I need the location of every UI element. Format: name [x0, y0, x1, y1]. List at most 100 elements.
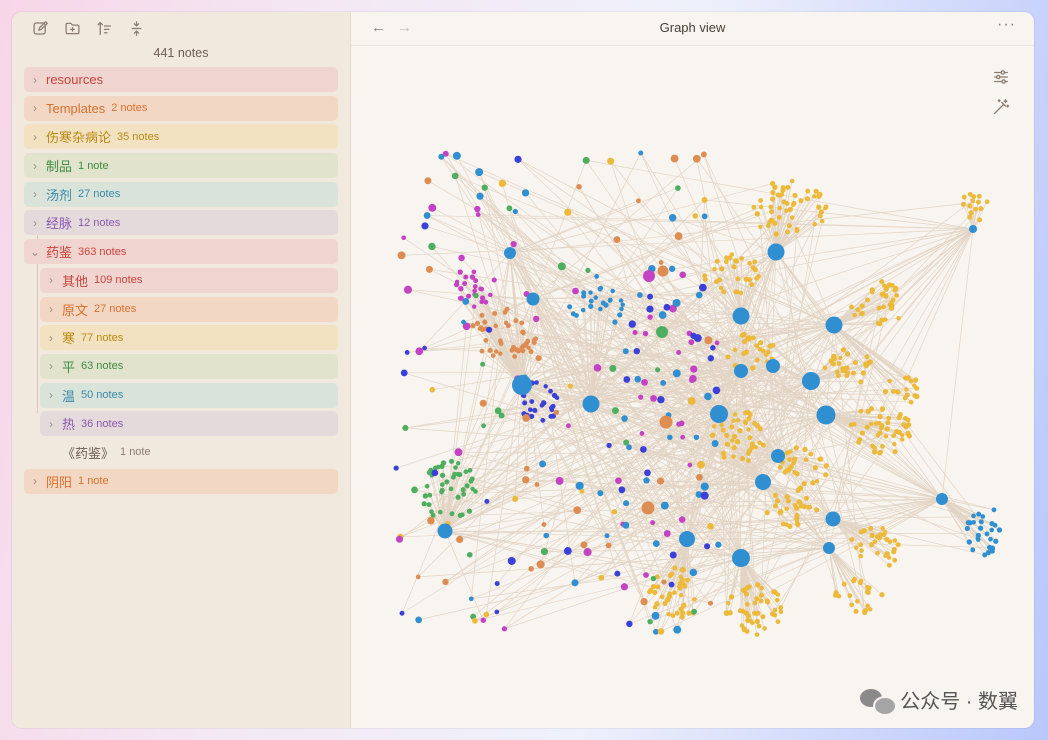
- graph-node[interactable]: [823, 472, 829, 478]
- graph-node[interactable]: [973, 206, 979, 212]
- graph-node[interactable]: [777, 205, 783, 211]
- chevron-right-icon[interactable]: ›: [33, 474, 37, 489]
- graph-node[interactable]: [731, 445, 737, 451]
- graph-node[interactable]: [769, 209, 775, 215]
- graph-node[interactable]: [741, 626, 747, 632]
- graph-node[interactable]: [512, 208, 518, 215]
- graph-node[interactable]: [967, 214, 973, 220]
- graph-node[interactable]: [869, 532, 875, 539]
- graph-node[interactable]: [521, 189, 530, 197]
- graph-node[interactable]: [424, 483, 430, 489]
- graph-node[interactable]: [429, 386, 436, 393]
- graph-node[interactable]: [620, 302, 625, 307]
- graph-node[interactable]: [478, 325, 484, 331]
- graph-node[interactable]: [457, 512, 463, 519]
- graph-node[interactable]: [479, 295, 486, 301]
- graph-node[interactable]: [746, 427, 751, 432]
- graph-node[interactable]: [792, 456, 798, 462]
- graph-node[interactable]: [794, 520, 800, 525]
- graph-node[interactable]: [784, 506, 789, 512]
- graph-node[interactable]: [453, 465, 458, 470]
- folder-item[interactable]: › 原文 27 notes: [40, 296, 338, 322]
- graph-node[interactable]: [879, 592, 885, 598]
- graph-node[interactable]: [711, 440, 719, 448]
- graph-node[interactable]: [849, 304, 855, 310]
- graph-node[interactable]: [975, 536, 981, 541]
- graph-hub-node[interactable]: [816, 405, 836, 425]
- graph-node[interactable]: [642, 330, 649, 337]
- graph-node[interactable]: [730, 438, 735, 443]
- folder-item[interactable]: › 经脉 12 notes: [24, 210, 338, 236]
- graph-node[interactable]: [652, 589, 658, 596]
- graph-node[interactable]: [895, 542, 901, 548]
- chevron-right-icon[interactable]: ›: [33, 72, 37, 87]
- graph-node[interactable]: [739, 256, 745, 261]
- graph-node[interactable]: [724, 259, 729, 265]
- chevron-right-icon[interactable]: ›: [49, 330, 53, 345]
- graph-node[interactable]: [491, 277, 497, 283]
- graph-node[interactable]: [618, 486, 626, 494]
- graph-node[interactable]: [978, 206, 984, 212]
- graph-node[interactable]: [879, 317, 885, 323]
- graph-node[interactable]: [583, 548, 592, 557]
- graph-node[interactable]: [880, 444, 885, 449]
- graph-node[interactable]: [675, 185, 681, 191]
- graph-node[interactable]: [528, 349, 534, 355]
- graph-node[interactable]: [620, 583, 628, 591]
- graph-node[interactable]: [397, 251, 406, 260]
- graph-node[interactable]: [749, 282, 755, 288]
- graph-node[interactable]: [967, 520, 973, 526]
- graph-node[interactable]: [835, 373, 841, 379]
- graph-node[interactable]: [622, 521, 630, 529]
- graph-node[interactable]: [700, 151, 707, 158]
- chevron-right-icon[interactable]: ›: [49, 302, 53, 316]
- graph-node[interactable]: [483, 337, 489, 343]
- graph-node[interactable]: [622, 348, 629, 355]
- graph-node[interactable]: [667, 434, 673, 441]
- graph-node[interactable]: [758, 598, 764, 604]
- graph-node[interactable]: [618, 298, 624, 303]
- graph-node[interactable]: [669, 304, 677, 313]
- new-note-icon[interactable]: [30, 18, 50, 38]
- graph-node[interactable]: [567, 383, 573, 389]
- graph-hub-node[interactable]: [657, 265, 669, 277]
- graph-node[interactable]: [908, 399, 914, 405]
- graph-node[interactable]: [658, 260, 664, 265]
- graph-node[interactable]: [506, 205, 513, 212]
- new-folder-icon[interactable]: [62, 18, 82, 38]
- graph-node[interactable]: [536, 560, 545, 569]
- graph-node[interactable]: [522, 400, 528, 406]
- graph-node[interactable]: [733, 289, 739, 295]
- graph-node[interactable]: [520, 348, 526, 354]
- graph-node[interactable]: [908, 378, 914, 384]
- graph-node[interactable]: [594, 274, 600, 279]
- graph-node[interactable]: [663, 303, 671, 311]
- graph-node[interactable]: [752, 267, 758, 273]
- graph-node[interactable]: [743, 420, 748, 426]
- graph-node[interactable]: [758, 592, 764, 598]
- graph-node[interactable]: [880, 406, 886, 412]
- graph-hub-node[interactable]: [732, 307, 750, 325]
- graph-node[interactable]: [894, 293, 899, 298]
- graph-node[interactable]: [646, 305, 654, 313]
- graph-node[interactable]: [778, 508, 784, 515]
- graph-node[interactable]: [732, 347, 738, 352]
- graph-node[interactable]: [580, 541, 588, 549]
- folder-item[interactable]: › Templates 2 notes: [24, 95, 338, 121]
- graph-node[interactable]: [693, 334, 702, 343]
- graph-node[interactable]: [711, 424, 717, 429]
- chevron-right-icon[interactable]: ›: [33, 101, 37, 116]
- graph-node[interactable]: [841, 581, 847, 587]
- graph-node[interactable]: [719, 266, 725, 272]
- graph-node[interactable]: [457, 269, 463, 275]
- graph-node[interactable]: [877, 532, 884, 538]
- graph-node[interactable]: [468, 478, 474, 484]
- graph-node[interactable]: [427, 516, 435, 525]
- graph-node[interactable]: [691, 608, 697, 615]
- graph-node[interactable]: [975, 199, 981, 205]
- graph-node[interactable]: [401, 235, 406, 241]
- magic-wand-icon[interactable]: [992, 98, 1012, 118]
- graph-node[interactable]: [475, 212, 481, 217]
- graph-node[interactable]: [463, 469, 469, 475]
- graph-node[interactable]: [650, 394, 657, 402]
